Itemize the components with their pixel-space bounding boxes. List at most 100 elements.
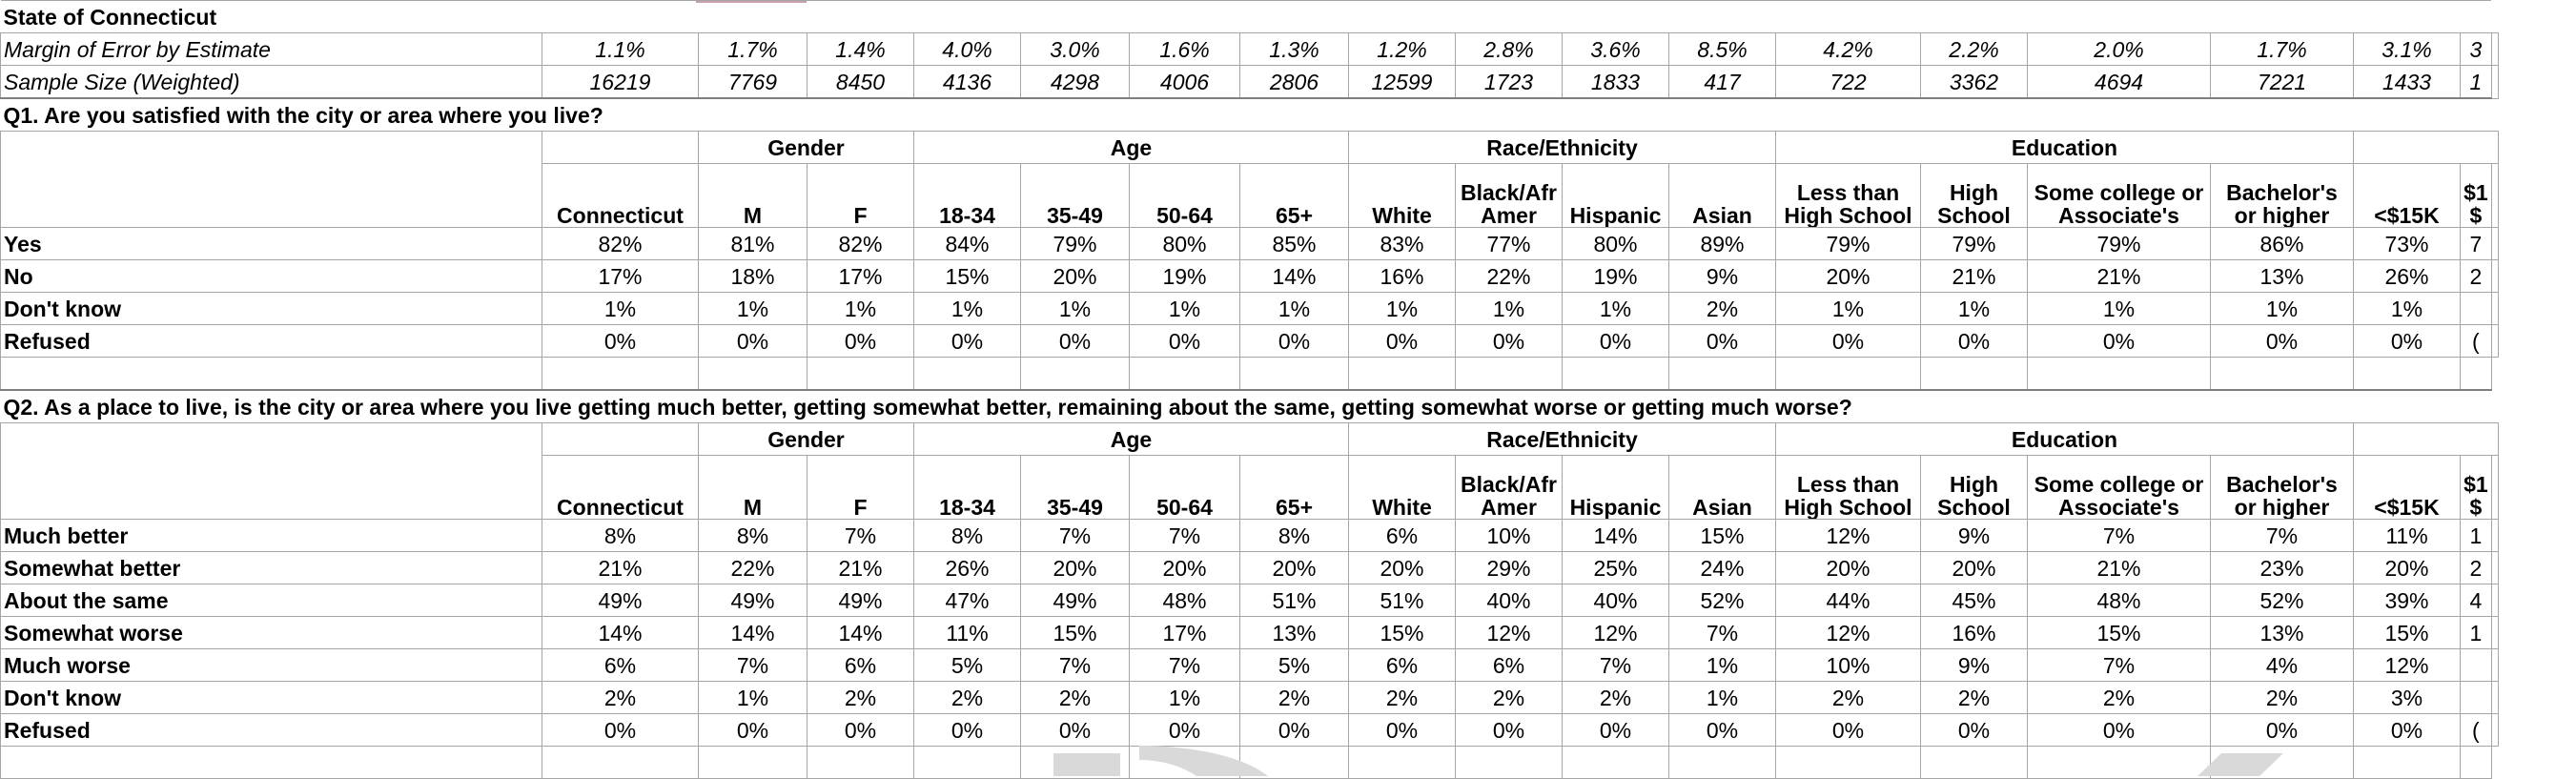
data-cell[interactable]: 22% xyxy=(1455,259,1563,293)
data-cell[interactable]: 12% xyxy=(1562,616,1669,649)
data-cell[interactable]: 29% xyxy=(1455,551,1563,584)
data-cell[interactable]: 20% xyxy=(1020,259,1130,293)
overflow-cell[interactable] xyxy=(2490,65,2499,99)
empty-cell[interactable] xyxy=(1020,357,1130,391)
data-cell[interactable]: 0% xyxy=(1348,324,1456,358)
data-cell[interactable]: 1% xyxy=(1129,292,1240,325)
stats-value[interactable]: 2.8% xyxy=(1455,32,1563,66)
group-header[interactable]: Age xyxy=(913,131,1349,164)
column-header[interactable]: <$15K xyxy=(2353,455,2461,520)
data-cell[interactable]: 7% xyxy=(2027,648,2211,682)
data-cell[interactable]: 0% xyxy=(698,324,808,358)
data-cell[interactable] xyxy=(2460,292,2492,325)
stats-value[interactable]: 4.0% xyxy=(913,32,1021,66)
column-header[interactable]: 35-49 xyxy=(1020,455,1130,520)
empty-cell[interactable] xyxy=(1129,746,1240,779)
overflow-cell[interactable] xyxy=(2490,713,2499,747)
group-header[interactable]: Gender xyxy=(698,422,914,456)
data-cell[interactable]: 79% xyxy=(1775,227,1921,260)
row-label[interactable]: No xyxy=(0,259,542,293)
data-cell[interactable]: 14% xyxy=(1239,259,1349,293)
data-cell[interactable]: 15% xyxy=(1348,616,1456,649)
data-cell[interactable]: 2% xyxy=(1920,681,2028,714)
data-cell[interactable]: 21% xyxy=(807,551,914,584)
data-cell[interactable]: 14% xyxy=(698,616,808,649)
data-cell[interactable]: ( xyxy=(2460,324,2492,358)
data-cell[interactable]: 0% xyxy=(2210,713,2354,747)
empty-cell[interactable] xyxy=(2027,357,2211,391)
data-cell[interactable]: 8% xyxy=(542,519,699,552)
overflow-cell[interactable] xyxy=(2490,292,2499,325)
stats-value[interactable]: 417 xyxy=(1668,65,1776,99)
row-label[interactable]: Refused xyxy=(0,713,542,747)
data-cell[interactable]: 81% xyxy=(698,227,808,260)
data-cell[interactable]: 45% xyxy=(1920,584,2028,617)
column-header[interactable]: 18-34 xyxy=(913,455,1021,520)
data-cell[interactable]: 0% xyxy=(698,713,808,747)
empty-cell[interactable] xyxy=(1920,357,2028,391)
data-cell[interactable]: 0% xyxy=(2353,324,2461,358)
empty-cell[interactable] xyxy=(1455,746,1563,779)
data-cell[interactable]: 0% xyxy=(542,713,699,747)
data-cell[interactable]: 2% xyxy=(1562,681,1669,714)
row-label[interactable]: About the same xyxy=(0,584,542,617)
group-header[interactable]: Race/Ethnicity xyxy=(1348,422,1776,456)
column-header[interactable]: Hispanic xyxy=(1562,163,1669,228)
data-cell[interactable]: 1% xyxy=(1020,292,1130,325)
data-cell[interactable]: 0% xyxy=(2210,324,2354,358)
data-cell[interactable]: 15% xyxy=(1668,519,1776,552)
empty-cell[interactable] xyxy=(1348,746,1456,779)
stats-value[interactable]: 4006 xyxy=(1129,65,1240,99)
row-label[interactable]: Don't know xyxy=(0,292,542,325)
empty-cell[interactable] xyxy=(1239,357,1349,391)
data-cell[interactable]: 18% xyxy=(698,259,808,293)
data-cell[interactable]: 89% xyxy=(1668,227,1776,260)
data-cell[interactable]: 1% xyxy=(2027,292,2211,325)
empty-cell[interactable] xyxy=(2210,746,2354,779)
data-cell[interactable]: 2% xyxy=(1020,681,1130,714)
stats-value[interactable]: 1.1% xyxy=(542,32,699,66)
row-label[interactable]: Yes xyxy=(0,227,542,260)
data-cell[interactable]: 2% xyxy=(1455,681,1563,714)
data-cell[interactable]: 26% xyxy=(2353,259,2461,293)
column-header[interactable]: 50-64 xyxy=(1129,455,1240,520)
data-cell[interactable]: 49% xyxy=(542,584,699,617)
stats-value[interactable]: 1433 xyxy=(2353,65,2461,99)
data-cell[interactable]: 15% xyxy=(1020,616,1130,649)
data-cell[interactable]: 49% xyxy=(807,584,914,617)
data-cell[interactable]: 20% xyxy=(2353,551,2461,584)
column-header[interactable]: M xyxy=(698,455,808,520)
overflow-cell[interactable] xyxy=(2490,681,2499,714)
data-cell[interactable]: 20% xyxy=(1348,551,1456,584)
data-cell[interactable]: 2% xyxy=(542,681,699,714)
data-cell[interactable]: 0% xyxy=(2027,713,2211,747)
data-cell[interactable]: 0% xyxy=(1455,324,1563,358)
data-cell[interactable]: 2% xyxy=(1668,292,1776,325)
data-cell[interactable]: 1% xyxy=(807,292,914,325)
data-cell[interactable]: 0% xyxy=(1129,324,1240,358)
data-cell[interactable]: 2% xyxy=(1239,681,1349,714)
empty-cell[interactable] xyxy=(0,357,542,391)
data-cell[interactable]: 39% xyxy=(2353,584,2461,617)
column-header[interactable]: $1 $ xyxy=(2460,455,2492,520)
data-cell[interactable]: 17% xyxy=(542,259,699,293)
column-header[interactable]: $1 $ xyxy=(2460,163,2492,228)
data-cell[interactable]: 40% xyxy=(1455,584,1563,617)
data-cell[interactable]: 0% xyxy=(1562,324,1669,358)
stats-value[interactable]: 8.5% xyxy=(1668,32,1776,66)
data-cell[interactable]: 9% xyxy=(1668,259,1776,293)
data-cell[interactable]: 7% xyxy=(1020,648,1130,682)
data-cell[interactable]: 15% xyxy=(2353,616,2461,649)
data-cell[interactable]: 80% xyxy=(1129,227,1240,260)
data-cell[interactable]: 52% xyxy=(1668,584,1776,617)
data-cell[interactable]: 0% xyxy=(1775,324,1921,358)
data-cell[interactable]: 6% xyxy=(542,648,699,682)
data-cell[interactable]: 1% xyxy=(1239,292,1349,325)
stats-value[interactable]: 3.1% xyxy=(2353,32,2461,66)
column-header[interactable]: Bachelor's or higher xyxy=(2210,455,2354,520)
column-header[interactable]: 35-49 xyxy=(1020,163,1130,228)
column-header[interactable]: White xyxy=(1348,163,1456,228)
data-cell[interactable]: 1% xyxy=(1348,292,1456,325)
row-label[interactable]: Somewhat worse xyxy=(0,616,542,649)
empty-cell[interactable] xyxy=(698,357,808,391)
